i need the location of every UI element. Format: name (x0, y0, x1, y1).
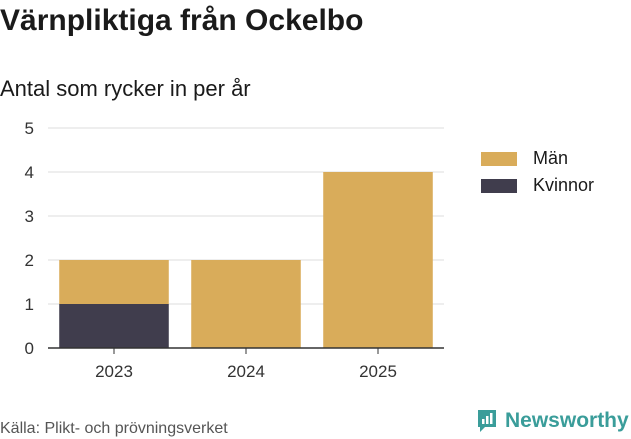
y-tick-label-2: 2 (25, 251, 34, 270)
legend-item-man: Män (481, 145, 594, 172)
y-tick-label-0: 0 (25, 339, 34, 358)
bar-2024-man (191, 260, 301, 348)
brand-name: Newsworthy (505, 409, 629, 432)
x-tick-label-2024: 2024 (227, 362, 265, 381)
bar-2023-man (59, 260, 169, 304)
legend: Män Kvinnor (481, 145, 594, 199)
legend-label-kvinnor: Kvinnor (533, 175, 595, 195)
x-tick-label-2025: 2025 (359, 362, 397, 381)
legend-item-kvinnor: Kvinnor (481, 172, 594, 199)
brand-logo[interactable]: Newsworthy (476, 408, 629, 434)
legend-swatch-kvinnor (481, 178, 517, 193)
bar-2025-man (323, 172, 433, 348)
bar-chart: 0 1 2 3 4 5 2023 2024 2025 (25, 119, 444, 381)
newsworthy-logo-icon (478, 410, 496, 432)
bar-2023-kvinnor (59, 304, 169, 348)
legend-swatch-man (481, 151, 517, 166)
y-tick-label-1: 1 (25, 295, 34, 314)
chart-subtitle: Antal som rycker in per år (0, 76, 251, 101)
y-tick-label-4: 4 (25, 163, 34, 182)
source-note: Källa: Plikt- och prövningsverket (0, 420, 228, 437)
legend-label-man: Män (533, 148, 569, 168)
x-tick-label-2023: 2023 (95, 362, 133, 381)
y-tick-label-3: 3 (25, 207, 34, 226)
y-tick-label-5: 5 (25, 119, 34, 138)
chart-title: Värnpliktiga från Ockelbo (0, 4, 364, 37)
